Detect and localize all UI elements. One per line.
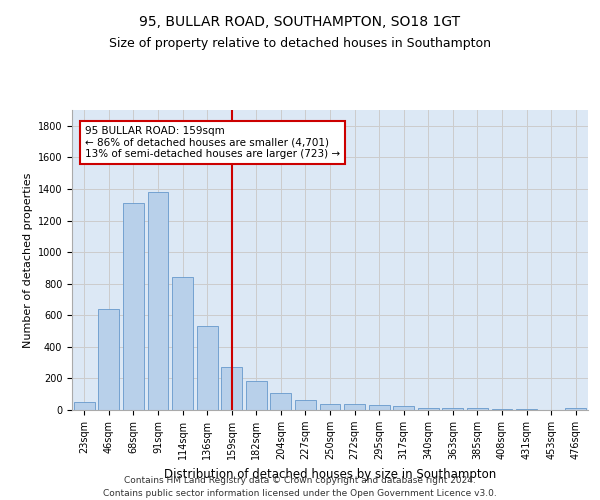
Bar <box>148 192 169 410</box>
Bar <box>565 408 586 410</box>
Text: 95 BULLAR ROAD: 159sqm
← 86% of detached houses are smaller (4,701)
13% of semi-: 95 BULLAR ROAD: 159sqm ← 86% of detached… <box>85 126 340 159</box>
Bar <box>467 408 488 410</box>
Bar <box>320 404 340 410</box>
Bar <box>98 309 119 410</box>
Bar <box>418 408 439 410</box>
Text: Contains HM Land Registry data © Crown copyright and database right 2024.
Contai: Contains HM Land Registry data © Crown c… <box>103 476 497 498</box>
Bar <box>197 326 218 410</box>
Bar <box>271 394 292 410</box>
Bar <box>491 409 512 410</box>
Bar <box>516 409 537 410</box>
Bar <box>246 381 267 410</box>
Bar <box>295 400 316 410</box>
Bar <box>442 408 463 410</box>
Bar <box>123 203 144 410</box>
X-axis label: Distribution of detached houses by size in Southampton: Distribution of detached houses by size … <box>164 468 496 480</box>
Bar <box>221 366 242 410</box>
Bar <box>344 404 365 410</box>
Bar <box>172 276 193 410</box>
Bar <box>393 406 414 410</box>
Bar <box>368 406 389 410</box>
Text: 95, BULLAR ROAD, SOUTHAMPTON, SO18 1GT: 95, BULLAR ROAD, SOUTHAMPTON, SO18 1GT <box>139 15 461 29</box>
Text: Size of property relative to detached houses in Southampton: Size of property relative to detached ho… <box>109 38 491 51</box>
Y-axis label: Number of detached properties: Number of detached properties <box>23 172 34 348</box>
Bar <box>74 402 95 410</box>
